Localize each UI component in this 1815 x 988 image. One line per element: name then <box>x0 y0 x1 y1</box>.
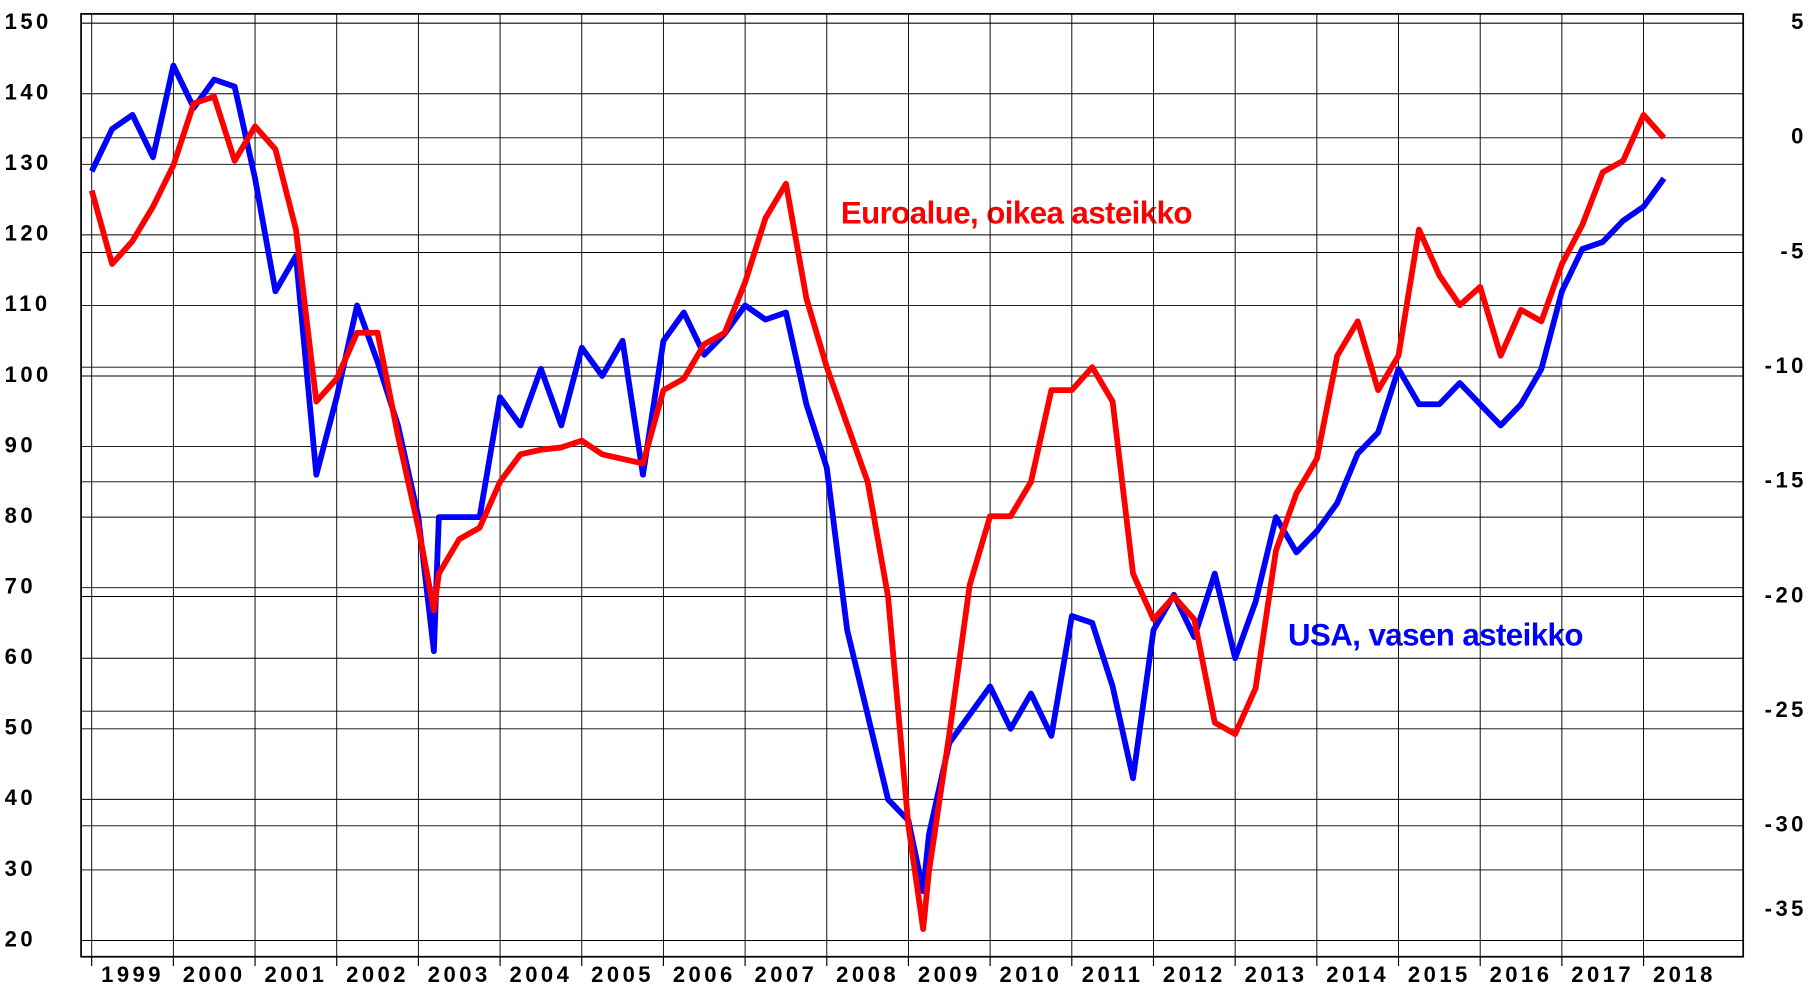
x-tick-label: 1999 <box>101 962 164 987</box>
y-tick-label: 20 <box>5 926 36 951</box>
y-tick-label: 130 <box>5 150 52 175</box>
x-tick-label: 2015 <box>1408 962 1471 987</box>
y2-tick-label: -35 <box>1765 896 1807 921</box>
x-tick-label: 2004 <box>509 962 572 987</box>
x-tick-label: 2008 <box>836 962 899 987</box>
annotation: USA, vasen asteikko <box>1288 617 1583 652</box>
y-tick-label: 80 <box>5 503 36 528</box>
annotation: Euroalue, oikea asteikko <box>841 196 1192 231</box>
x-tick-label: 2001 <box>264 962 327 987</box>
y-tick-label: 60 <box>5 644 36 669</box>
x-tick-label: 2012 <box>1163 962 1226 987</box>
line-series <box>89 62 1667 895</box>
y-tick-label: 40 <box>5 785 36 810</box>
y-tick-label: 90 <box>5 432 36 457</box>
y-tick-label: 150 <box>5 9 52 34</box>
y2-tick-label: -5 <box>1780 238 1807 263</box>
y2-tick-label: 0 <box>1791 124 1807 149</box>
x-tick-label: 2005 <box>591 962 654 987</box>
y-tick-label: 100 <box>5 362 52 387</box>
x-tick-label: 2007 <box>755 962 818 987</box>
x-tick-label: 2010 <box>1000 962 1063 987</box>
plot-frame <box>80 13 1745 958</box>
x-tick-label: 2009 <box>918 962 981 987</box>
x-tick-label: 2003 <box>428 962 491 987</box>
y2-tick-label: -25 <box>1765 697 1807 722</box>
x-tick-label: 2018 <box>1653 962 1716 987</box>
y2-tick-label: -20 <box>1765 582 1807 607</box>
x-tick-label: 2013 <box>1245 962 1308 987</box>
x-tick-label: 2000 <box>183 962 246 987</box>
x-tick-label: 2002 <box>346 962 409 987</box>
y-tick-label: 50 <box>5 715 36 740</box>
x-tick-label: 2011 <box>1082 962 1144 987</box>
y-tick-label: 110 <box>5 291 51 316</box>
x-tick-label: 2016 <box>1490 962 1553 987</box>
x-tick-label: 2017 <box>1571 962 1634 987</box>
y-tick-label: 140 <box>5 80 52 105</box>
y2-tick-label: -30 <box>1765 812 1807 837</box>
y-tick-label: 120 <box>5 221 52 246</box>
line-series <box>88 93 1667 932</box>
y2-tick-label: 5 <box>1791 9 1807 34</box>
y-tick-label: 30 <box>5 856 36 881</box>
x-tick-label: 2006 <box>673 962 736 987</box>
y2-tick-label: -15 <box>1765 468 1807 493</box>
x-tick-label: 2014 <box>1326 962 1389 987</box>
y-tick-label: 70 <box>5 573 36 598</box>
y2-tick-label: -10 <box>1765 353 1807 378</box>
